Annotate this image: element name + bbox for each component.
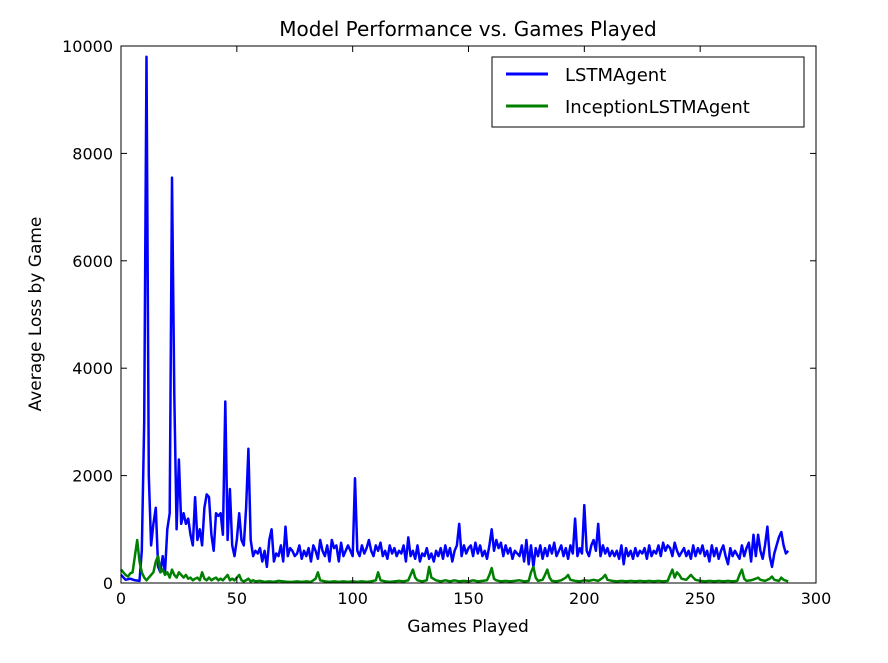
y-tick-label: 0 [103, 574, 113, 593]
legend-label-inception: InceptionLSTMAgent [565, 97, 750, 118]
x-tick-label: 200 [569, 589, 600, 608]
plot-area: 0 50 100 150 200 250 300 0 2000 4000 6000 8000 10000 [62, 37, 831, 608]
y-tick-label: 4000 [72, 359, 113, 378]
y-tick-label: 6000 [72, 252, 113, 271]
y-axis-title: Average Loss by Game [26, 217, 46, 412]
series-line-lstm [120, 55, 790, 583]
x-tick-label: 150 [453, 589, 484, 608]
x-tick-label: 0 [116, 589, 126, 608]
legend: LSTMAgent InceptionLSTMAgent [491, 56, 805, 128]
legend-frame [491, 56, 805, 128]
y-tick-label: 8000 [72, 144, 113, 163]
chart-title: Model Performance vs. Games Played [279, 17, 657, 41]
series-line-inception [120, 538, 789, 584]
legend-label-lstm: LSTMAgent [565, 65, 666, 86]
x-tick-label: 250 [685, 589, 716, 608]
x-tick-label: 300 [801, 589, 832, 608]
y-tick-label: 2000 [72, 467, 113, 486]
x-axis-title: Games Played [407, 617, 529, 637]
ticks-group: 0 50 100 150 200 250 300 0 2000 4000 6000 8000 10000 [62, 37, 831, 608]
series-group [120, 55, 790, 584]
x-tick-label: 50 [227, 589, 247, 608]
x-tick-label: 100 [337, 589, 368, 608]
y-tick-label: 10000 [62, 37, 113, 56]
